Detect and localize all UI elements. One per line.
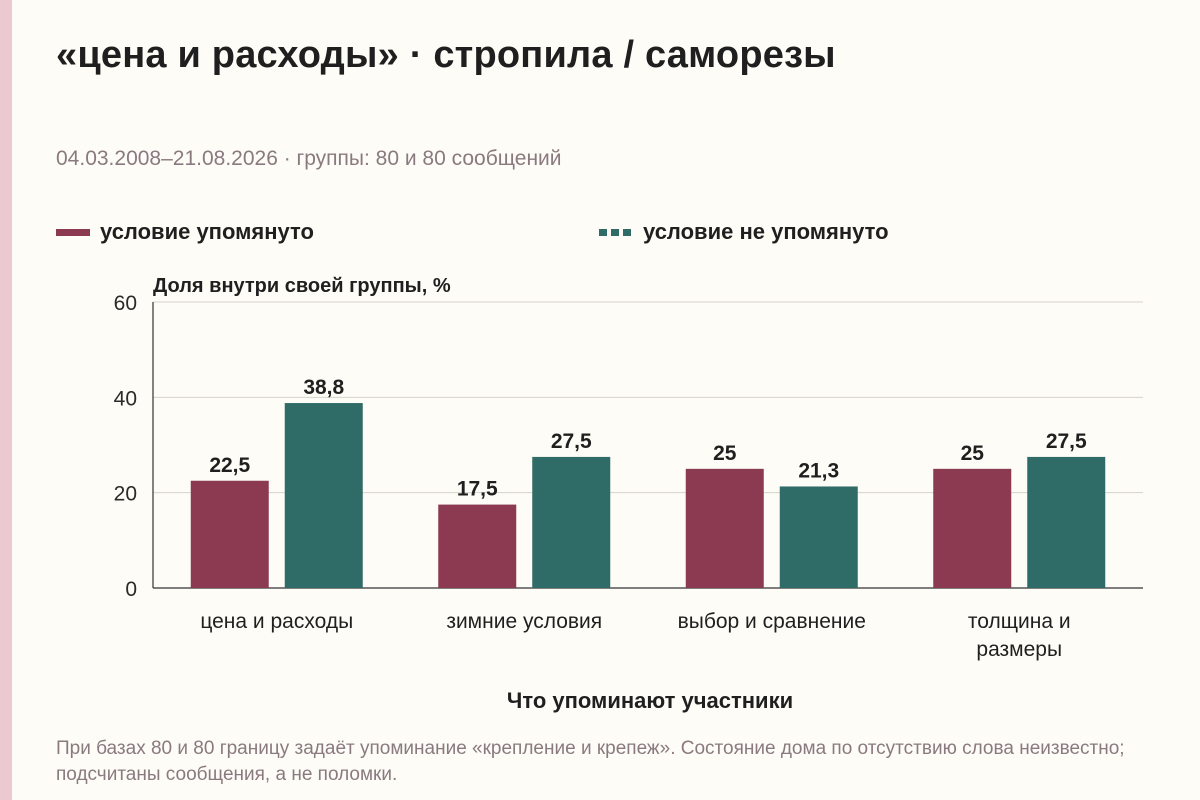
legend-item-mentioned: условие упомянуто [56, 218, 314, 246]
y-tick-label: 0 [125, 578, 137, 601]
x-tick-label: цена и расходы [200, 610, 353, 633]
footnote: При базах 80 и 80 границу задаёт упомина… [56, 738, 1125, 785]
y-tick-label: 40 [114, 387, 137, 410]
y-tick-label: 60 [114, 292, 137, 315]
data-label: 25 [961, 442, 985, 465]
y-axis-label: Доля внутри своей группы, % [153, 275, 451, 297]
x-tick-label: толщина и размеры [968, 610, 1071, 661]
legend-swatch-solid [56, 228, 90, 236]
legend-swatch-dashed [599, 228, 633, 236]
bar [284, 403, 363, 588]
x-tick-label: выбор и сравнение [678, 610, 866, 633]
data-label: 27,5 [1046, 430, 1087, 453]
y-tick-label: 20 [114, 483, 137, 506]
bar [779, 486, 858, 588]
x-tick-label: зимние условия [446, 610, 602, 633]
bar [532, 456, 611, 588]
data-label: 22,5 [209, 454, 250, 477]
legend-label-mentioned: условие упомянуто [100, 219, 314, 244]
bar [685, 468, 764, 588]
legend-item-not-mentioned: условие не упомянуто [599, 218, 889, 246]
left-accent-strip [0, 0, 12, 800]
chart-subtitle: 04.03.2008–21.08.2026 · группы: 80 и 80 … [56, 147, 562, 170]
bar [438, 504, 517, 588]
legend-label-not-mentioned: условие не упомянуто [643, 219, 889, 244]
data-label: 38,8 [303, 376, 344, 399]
bar [190, 480, 269, 588]
data-label: 25 [713, 442, 737, 465]
bar [933, 468, 1012, 588]
x-axis-label: Что упоминают участники [507, 688, 793, 713]
chart-title: «цена и расходы» · стропила / саморезы [56, 34, 836, 76]
data-label: 27,5 [551, 430, 592, 453]
data-label: 17,5 [457, 478, 498, 501]
data-label: 21,3 [798, 459, 839, 482]
bar [1027, 456, 1106, 588]
